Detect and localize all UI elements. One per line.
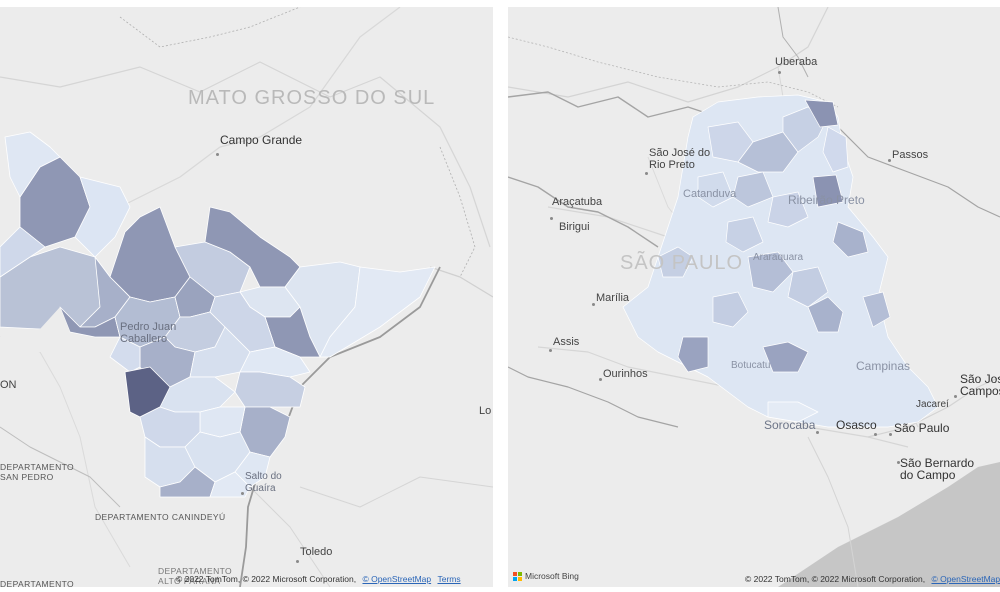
city-label-aracatuba[interactable]: Araçatuba	[552, 196, 603, 208]
department-label-canindeyu: DEPARTAMENTO CANINDEYÚ	[95, 512, 226, 522]
openstreetmap-link[interactable]: © OpenStreetMap	[931, 574, 1000, 584]
city-label-ribeirao-preto[interactable]: Ribeirão Preto	[788, 193, 865, 207]
right-map-panel[interactable]: SÃO PAULO Uberaba São José do Rio Preto …	[508, 7, 1000, 587]
city-label-jacarei[interactable]: Jacareí	[916, 399, 949, 410]
city-marker	[296, 560, 299, 563]
city-label-birigui[interactable]: Birigui	[559, 221, 590, 233]
region-label-mato-grosso-do-sul: MATO GROSSO DO SUL	[188, 87, 436, 109]
left-map-canvas[interactable]	[0, 7, 493, 587]
city-marker	[897, 461, 900, 464]
city-label-pedro-juan-caballero[interactable]: Pedro Juan Caballero	[120, 321, 177, 345]
city-label-sao-jose-dos-campos[interactable]: São José Campos	[960, 372, 1000, 398]
left-map-panel[interactable]: MATO GROSSO DO SUL Campo Grande Pedro Ju…	[0, 7, 493, 587]
region-label-sao-paulo: SÃO PAULO	[620, 252, 744, 274]
microsoft-logo-icon	[513, 571, 522, 581]
city-label-partial-lo: Lo	[479, 405, 492, 417]
terms-link[interactable]: Terms	[437, 574, 461, 584]
department-label-san-pedro: DEPARTAMENTO SAN PEDRO	[0, 462, 75, 482]
city-label-sao-bernardo-do-campo[interactable]: São Bernardo do Campo	[900, 456, 975, 482]
department-label-partial: DEPARTAMENTO	[0, 579, 75, 587]
city-label-botucatu[interactable]: Botucatu	[731, 360, 771, 371]
city-marker	[645, 172, 648, 175]
city-label-sorocaba[interactable]: Sorocaba	[764, 418, 816, 432]
city-label-campinas[interactable]: Campinas	[856, 359, 911, 373]
city-label-araraquara[interactable]: Araraquara	[753, 252, 804, 263]
attribution-text: © 2022 TomTom, © 2022 Microsoft Corporat…	[745, 574, 926, 584]
city-label-assis[interactable]: Assis	[553, 336, 580, 348]
right-map-canvas[interactable]	[508, 7, 1000, 587]
attribution-text: © 2022 TomTom, © 2022 Microsoft Corporat…	[176, 574, 354, 584]
city-label-catanduva[interactable]: Catanduva	[683, 188, 737, 200]
city-marker	[816, 431, 819, 434]
microsoft-bing-logo[interactable]: Microsoft Bing	[513, 571, 579, 581]
city-marker	[888, 159, 891, 162]
city-marker	[241, 492, 244, 495]
bing-label: Microsoft Bing	[525, 571, 579, 581]
city-label-sao-paulo-city[interactable]: São Paulo	[894, 421, 950, 435]
city-label-osasco[interactable]: Osasco	[836, 418, 877, 432]
city-label-partial-on: ON	[0, 379, 17, 391]
city-marker	[874, 433, 877, 436]
map-attribution: © 2022 TomTom, © 2022 Microsoft Corporat…	[745, 574, 1000, 584]
city-label-salto-do-guaira[interactable]: Salto do Guaíra	[245, 471, 282, 494]
city-label-passos[interactable]: Passos	[892, 149, 929, 161]
city-marker	[592, 303, 595, 306]
city-label-sao-jose-do-rio-preto[interactable]: São José do Rio Preto	[649, 147, 711, 171]
city-marker	[889, 433, 892, 436]
city-marker	[954, 395, 957, 398]
city-label-ourinhos[interactable]: Ourinhos	[603, 368, 648, 380]
city-marker	[778, 71, 781, 74]
city-label-uberaba[interactable]: Uberaba	[775, 56, 818, 68]
city-label-campo-grande[interactable]: Campo Grande	[220, 133, 303, 147]
city-marker	[599, 378, 602, 381]
map-attribution: © 2022 TomTom, © 2022 Microsoft Corporat…	[176, 574, 461, 584]
city-marker	[216, 153, 219, 156]
openstreetmap-link[interactable]: © OpenStreetMap	[362, 574, 432, 584]
city-marker	[550, 217, 553, 220]
city-label-marilia[interactable]: Marília	[596, 292, 630, 304]
department-label-alto-parana: DEPARTAMENTO ALTO PARANÁ	[158, 566, 233, 586]
city-label-toledo[interactable]: Toledo	[300, 546, 333, 558]
city-marker	[549, 349, 552, 352]
